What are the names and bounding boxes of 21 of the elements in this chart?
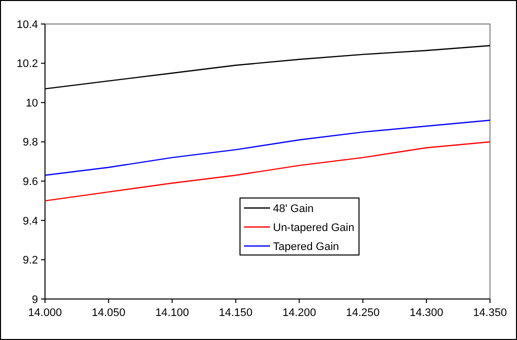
y-tick-label: 9.2 (22, 254, 38, 267)
x-tick-label: 14.150 (218, 307, 253, 319)
y-tick-label: 9 (32, 294, 38, 306)
x-tick-label: 14.050 (92, 307, 126, 319)
legend-label: Un-tapered Gain (273, 222, 354, 234)
y-tick-label: 9.8 (22, 136, 38, 149)
x-tick-label: 14.350 (473, 307, 507, 319)
x-tick-label: 14.300 (410, 307, 444, 319)
y-tick-label: 10.2 (16, 58, 38, 70)
x-tick-label: 14.200 (282, 307, 316, 319)
line-series (44, 120, 491, 176)
legend-label: Tapered Gain (273, 240, 340, 253)
y-tick-label: 9.6 (22, 176, 38, 188)
x-tick-label: 14.000 (28, 307, 62, 319)
y-tick-label: 9.4 (22, 215, 38, 228)
legend-label: 48' Gain (273, 202, 314, 215)
y-tick-label: 10.4 (16, 18, 38, 31)
y-tick-label: 10 (26, 97, 38, 110)
x-tick-label: 14.250 (346, 307, 380, 319)
x-tick-label: 14.100 (155, 307, 189, 319)
line-series (44, 141, 491, 202)
